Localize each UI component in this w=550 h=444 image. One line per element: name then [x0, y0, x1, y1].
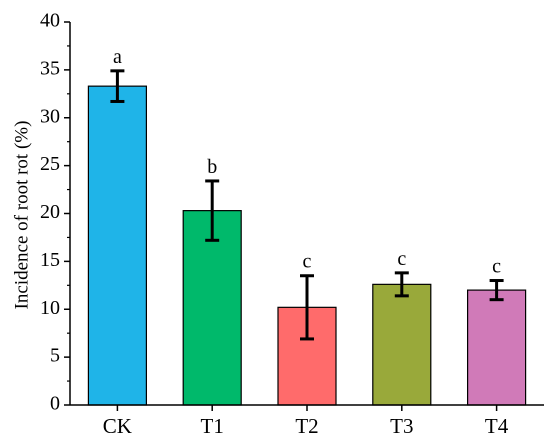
- bar-T1: [182, 210, 242, 406]
- bar-CK: [87, 85, 148, 406]
- x-tick-label-T1: T1: [201, 414, 224, 438]
- y-axis-title: Incidence of root rot (%): [11, 121, 32, 310]
- axes: [69, 22, 544, 406]
- y-tick-label: 5: [50, 345, 60, 367]
- significance-label-T4: c: [492, 256, 501, 278]
- significance-label-T3: c: [397, 248, 406, 270]
- y-axis-ticks: 0 5 10 15 20 25 30 35 40: [40, 10, 498, 415]
- significance-label-CK: a: [113, 46, 122, 68]
- x-tick-label-T2: T2: [295, 414, 318, 438]
- bar-T4: [467, 289, 527, 406]
- y-tick-label: 15: [40, 249, 60, 271]
- y-tick-label: 0: [50, 393, 60, 415]
- x-tick-label-T3: T3: [390, 414, 413, 438]
- y-tick-label: 20: [40, 201, 60, 223]
- labels: a CK b T1 c T2 c T3 c T4: [103, 46, 509, 438]
- x-tick-label-T4: T4: [485, 414, 509, 438]
- significance-label-T2: c: [303, 251, 312, 273]
- significance-label-T1: b: [207, 156, 217, 178]
- error-bars: [110, 69, 504, 341]
- x-tick-label-CK: CK: [103, 414, 132, 438]
- y-tick-label: 10: [40, 297, 60, 319]
- bars: [87, 85, 527, 406]
- y-tick-label: 40: [40, 10, 60, 32]
- y-tick-label: 30: [40, 105, 60, 127]
- y-tick-label: 35: [40, 57, 60, 79]
- y-tick-label: 25: [40, 153, 60, 175]
- bar-T3: [372, 283, 432, 406]
